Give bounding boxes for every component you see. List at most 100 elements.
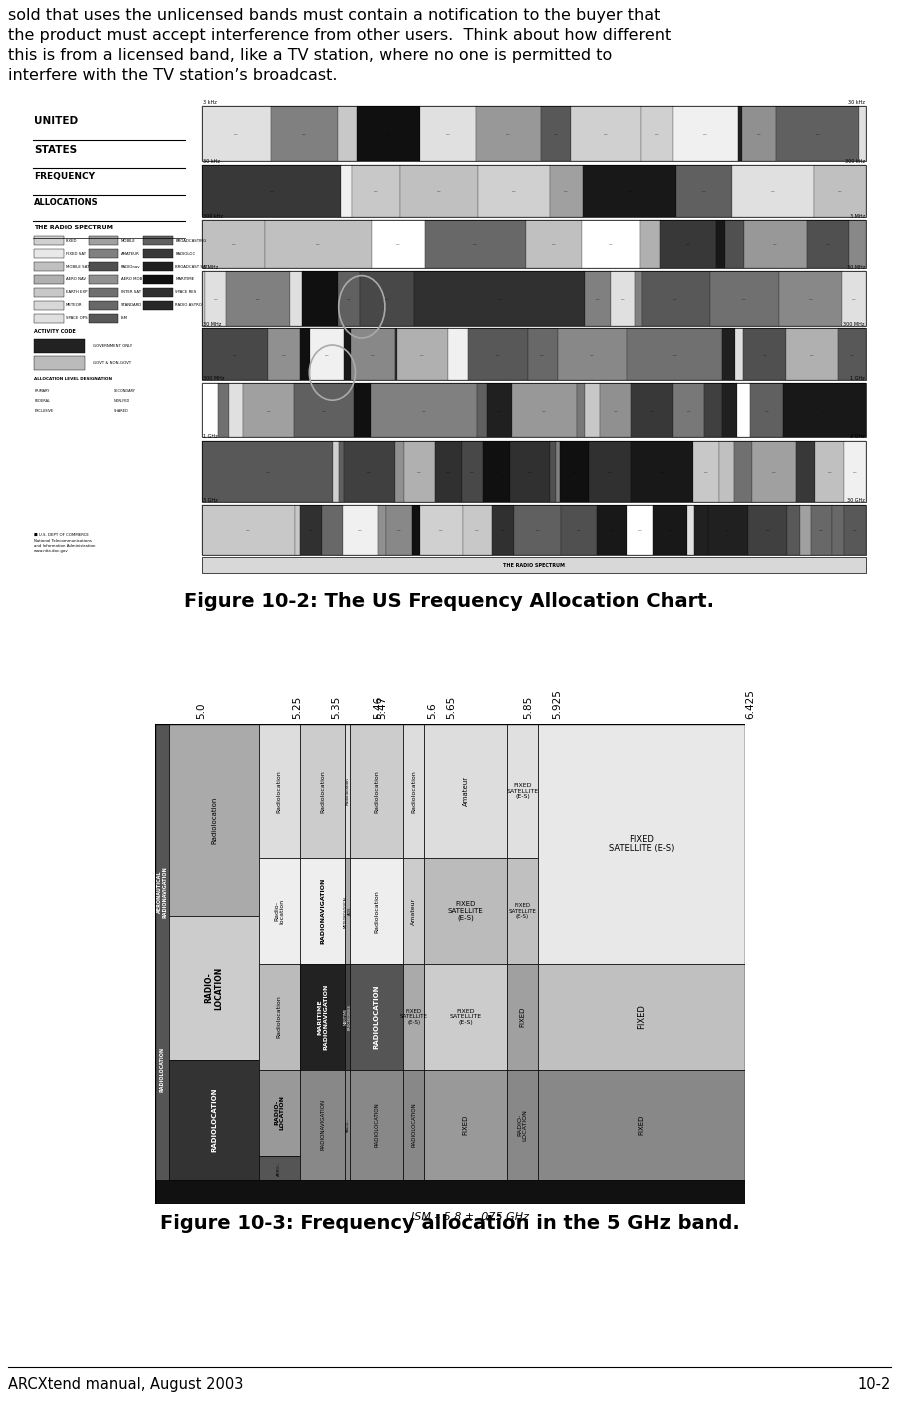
Text: Radiolocation: Radiolocation <box>277 995 281 1039</box>
Bar <box>582 220 640 268</box>
Bar <box>779 271 842 325</box>
Bar <box>420 106 476 162</box>
Bar <box>611 271 636 325</box>
Bar <box>414 271 585 325</box>
Text: EXCLUSIVE: EXCLUSIVE <box>34 409 53 413</box>
Bar <box>510 441 550 502</box>
Bar <box>507 858 538 964</box>
Bar <box>512 383 577 437</box>
Text: RADIOLOCATION: RADIOLOCATION <box>374 1103 379 1147</box>
Bar <box>202 441 866 502</box>
Bar <box>259 724 300 858</box>
Text: Amateur: Amateur <box>462 776 468 806</box>
Bar <box>549 165 583 217</box>
Text: METEOROLOGICAL
AIDS: METEOROLOGICAL AIDS <box>343 895 352 928</box>
Bar <box>641 106 673 162</box>
Text: SPACE RES: SPACE RES <box>175 291 197 294</box>
Text: 300 kHz: 300 kHz <box>203 213 223 219</box>
Bar <box>783 383 866 437</box>
Bar <box>838 328 866 380</box>
Bar <box>733 165 814 217</box>
Bar <box>507 1070 538 1181</box>
Bar <box>424 964 507 1070</box>
Text: 3 MHz: 3 MHz <box>850 213 865 219</box>
Bar <box>34 301 64 311</box>
Bar <box>538 724 745 964</box>
Bar <box>259 858 300 964</box>
Bar <box>269 328 300 380</box>
Bar <box>170 1060 259 1181</box>
Bar <box>424 724 507 858</box>
Text: MARITIME: MARITIME <box>175 278 194 281</box>
Bar <box>144 261 173 271</box>
Bar <box>89 301 118 311</box>
Text: ALLOCATIONS: ALLOCATIONS <box>34 199 99 207</box>
Bar <box>202 505 295 555</box>
Bar <box>89 288 118 297</box>
Bar <box>556 441 560 502</box>
Bar <box>478 165 549 217</box>
Bar <box>89 236 118 245</box>
Bar <box>155 724 159 1203</box>
Bar <box>202 328 269 380</box>
Bar <box>585 383 601 437</box>
Text: MARITIME
RADIONAVIGATION: MARITIME RADIONAVIGATION <box>317 983 328 1050</box>
Text: Figure 10-3: Frequency allocation in the 5 GHz band.: Figure 10-3: Frequency allocation in the… <box>160 1215 739 1233</box>
Bar <box>34 339 85 353</box>
Bar <box>229 383 244 437</box>
Bar <box>676 165 733 217</box>
Bar <box>585 271 611 325</box>
Bar <box>271 106 338 162</box>
Bar <box>259 1070 300 1156</box>
Bar <box>557 328 628 380</box>
Bar <box>227 271 289 325</box>
Text: FIXED
SATELLITE
(E-S): FIXED SATELLITE (E-S) <box>400 1009 428 1025</box>
Bar <box>598 505 627 555</box>
Text: ACTIVITY CODE: ACTIVITY CODE <box>34 329 76 335</box>
Bar <box>338 271 360 325</box>
Text: 5.65: 5.65 <box>447 695 457 719</box>
Bar <box>708 505 748 555</box>
Text: 5.925: 5.925 <box>553 690 563 719</box>
Bar <box>310 328 344 380</box>
Text: FIXED: FIXED <box>462 1114 468 1135</box>
Bar <box>722 328 735 380</box>
Bar <box>642 271 709 325</box>
Bar <box>360 271 414 325</box>
Bar <box>387 505 412 555</box>
Bar <box>395 328 396 380</box>
Bar <box>514 505 561 555</box>
Text: GOVT & NON-GOVT: GOVT & NON-GOVT <box>93 360 131 365</box>
Bar <box>435 441 461 502</box>
Text: STATES: STATES <box>34 145 77 155</box>
Bar <box>144 236 173 245</box>
Bar <box>832 505 843 555</box>
Bar <box>850 220 866 268</box>
Bar <box>334 441 339 502</box>
Bar <box>526 220 582 268</box>
Text: Amateur: Amateur <box>411 898 416 925</box>
Text: FEDERAL: FEDERAL <box>34 399 50 403</box>
Bar <box>202 271 866 325</box>
Bar <box>350 964 404 1070</box>
Bar <box>343 441 395 502</box>
Text: FIXED
SATELLITE
(E-S): FIXED SATELLITE (E-S) <box>506 783 539 799</box>
Text: 1 GHz: 1 GHz <box>203 434 218 440</box>
Bar <box>734 441 752 502</box>
Text: interfere with the TV station’s broadcast.: interfere with the TV station’s broadcas… <box>8 68 337 82</box>
Bar <box>202 558 866 573</box>
Bar <box>352 165 400 217</box>
Bar <box>345 964 350 1070</box>
Bar <box>265 220 372 268</box>
Text: RADIOLOCATION: RADIOLOCATION <box>211 1088 217 1152</box>
Bar <box>155 1181 745 1203</box>
Bar <box>719 441 734 502</box>
Bar <box>797 441 814 502</box>
Bar <box>170 724 259 917</box>
Text: 300 kHz: 300 kHz <box>845 159 865 163</box>
Bar <box>202 220 866 268</box>
Bar <box>800 505 811 555</box>
Text: 10-2: 10-2 <box>858 1376 891 1392</box>
Text: THE RADIO SPECTRUM: THE RADIO SPECTRUM <box>503 563 565 568</box>
Text: 5.47: 5.47 <box>378 695 387 719</box>
